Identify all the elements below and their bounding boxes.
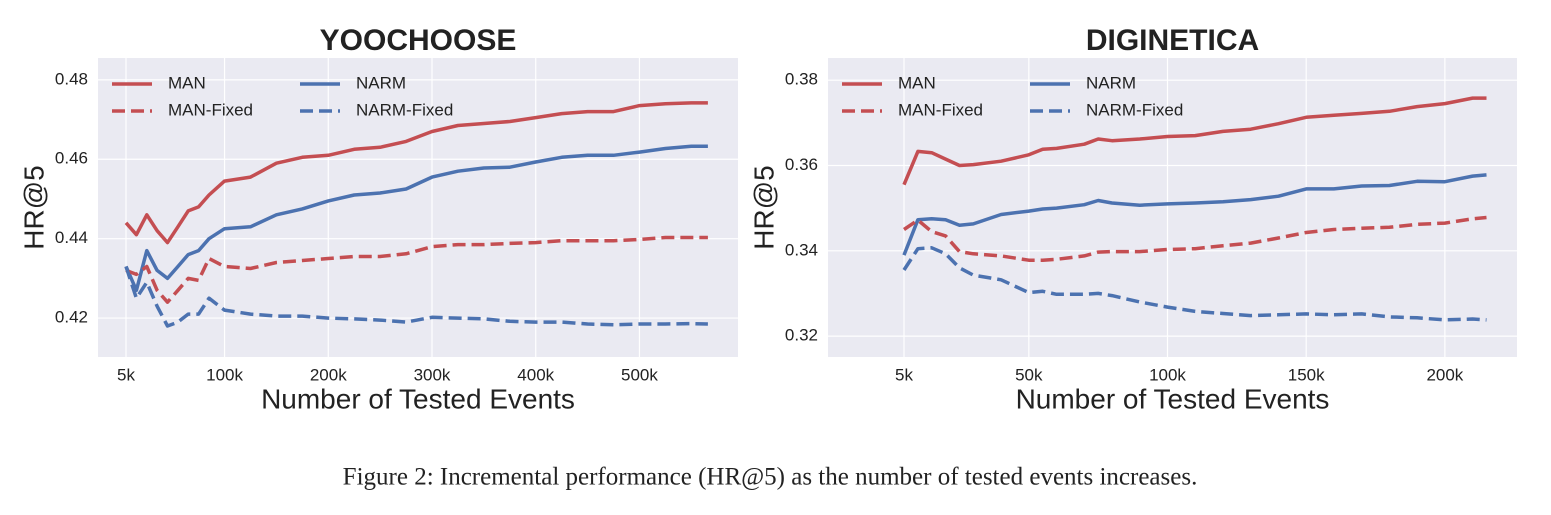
x-tick-label: 100k — [206, 365, 243, 384]
y-tick-label: 0.36 — [785, 155, 818, 174]
x-tick-label: 200k — [310, 365, 347, 384]
x-tick-label: 5k — [117, 365, 135, 384]
chart-title: DIGINETICA — [1086, 24, 1259, 57]
y-tick-label: 0.46 — [55, 149, 88, 168]
x-tick-label: 100k — [1149, 365, 1186, 384]
y-tick-label: 0.32 — [785, 326, 818, 345]
line-series — [903, 215, 1487, 262]
y-tick-label: 0.48 — [55, 69, 88, 88]
legend-label: NARM — [1086, 73, 1136, 92]
x-axis-label: Number of Tested Events — [261, 383, 575, 414]
chart-title: YOOCHOOSE — [320, 24, 517, 57]
x-tick-label: 50k — [1015, 365, 1043, 384]
line-series — [902, 173, 1487, 256]
y-axis-label: HR@5 — [748, 165, 779, 249]
legend-label: MAN — [898, 73, 936, 92]
legend-label: NARM-Fixed — [1086, 100, 1183, 119]
x-tick-label: 400k — [517, 365, 554, 384]
line-series — [125, 235, 708, 304]
line-series — [124, 144, 708, 293]
x-tick-label: 5k — [895, 365, 913, 384]
y-tick-label: 0.42 — [55, 308, 88, 327]
line-series — [902, 246, 1487, 322]
caption: Figure 2: Incremental performance (HR@5)… — [343, 464, 1198, 491]
legend-label: NARM-Fixed — [356, 100, 453, 119]
line-series — [124, 265, 708, 328]
y-tick-label: 0.34 — [785, 240, 818, 259]
legend-label: NARM — [356, 73, 406, 92]
line-series — [124, 101, 708, 245]
x-tick-label: 300k — [414, 365, 451, 384]
legend-label: MAN — [168, 73, 206, 92]
x-tick-label: 150k — [1288, 365, 1325, 384]
legend-label: MAN-Fixed — [168, 100, 253, 119]
x-axis-label: Number of Tested Events — [1016, 383, 1330, 414]
y-tick-label: 0.38 — [785, 70, 818, 89]
line-series — [902, 96, 1487, 186]
y-tick-label: 0.44 — [55, 228, 88, 247]
legend-label: MAN-Fixed — [898, 100, 983, 119]
y-axis-label: HR@5 — [18, 165, 49, 249]
x-tick-label: 200k — [1426, 365, 1463, 384]
x-tick-label: 500k — [621, 365, 658, 384]
